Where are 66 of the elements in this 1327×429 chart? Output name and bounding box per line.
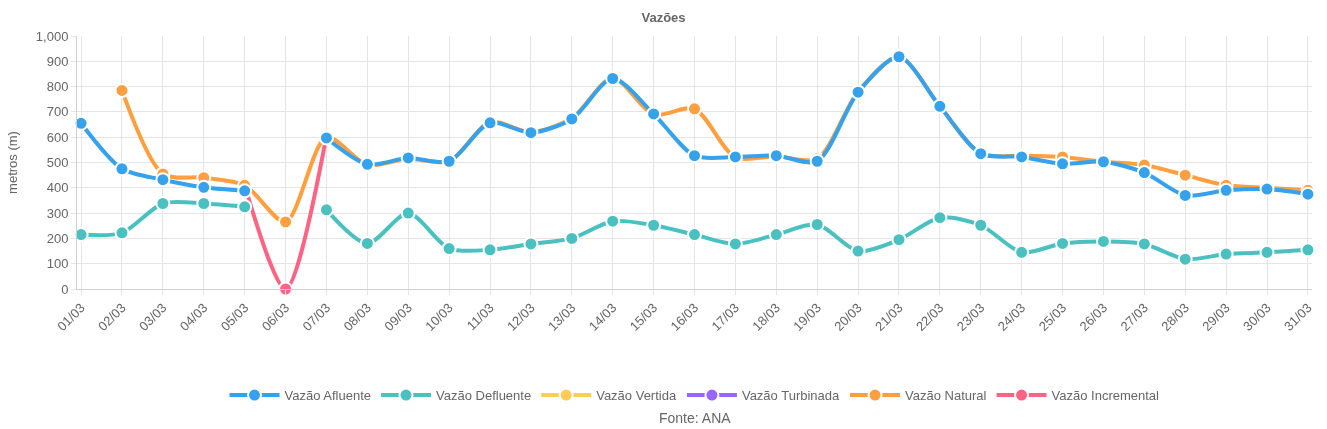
point [114, 225, 130, 241]
point [1177, 167, 1193, 183]
y-tick-label: 600 [46, 129, 69, 145]
legend-label: Vazão Natural [905, 388, 987, 404]
legend-label: Vazão Vertida [596, 388, 677, 404]
point [1136, 236, 1152, 252]
point [278, 214, 294, 230]
point [1300, 186, 1316, 202]
point [278, 281, 294, 297]
point [1259, 244, 1275, 260]
y-tick-label: 0 [61, 281, 69, 297]
point [564, 230, 580, 246]
point [891, 232, 907, 248]
point [155, 195, 171, 211]
point [1218, 182, 1234, 198]
point [441, 241, 457, 257]
point [687, 148, 702, 164]
y-tick-label: 700 [46, 104, 69, 120]
point [73, 115, 89, 131]
point [318, 202, 334, 218]
legend-label: Vazão Incremental [1051, 388, 1160, 404]
point [727, 236, 743, 252]
point [1055, 156, 1071, 172]
source-note: Fonte: ANA [659, 410, 732, 426]
point [523, 236, 539, 252]
point [1177, 251, 1193, 267]
point [973, 217, 989, 233]
point [196, 195, 212, 211]
point [155, 172, 171, 188]
y-tick-label: 900 [46, 53, 69, 69]
point [114, 82, 130, 98]
point [687, 101, 702, 117]
point [237, 199, 253, 215]
point [400, 205, 416, 221]
point [1055, 235, 1071, 251]
point [1300, 242, 1316, 258]
point [359, 235, 375, 251]
point [1014, 244, 1030, 260]
legend-label: Vazão Turbinada [741, 388, 841, 404]
y-tick-label: 800 [46, 79, 69, 95]
y-axis-title: metros (m) [4, 131, 20, 194]
point [646, 217, 662, 233]
point [1095, 233, 1111, 249]
point [73, 227, 89, 243]
y-tick-label: 200 [46, 230, 69, 246]
legend-label: Vazão Afluente [284, 388, 371, 404]
point [1218, 246, 1234, 262]
point [687, 227, 702, 243]
point [605, 213, 621, 229]
chart-title: Vazões [641, 9, 686, 25]
point [1136, 165, 1152, 181]
point [237, 183, 253, 199]
point [768, 227, 784, 243]
point [114, 161, 130, 177]
y-tick-label: 300 [46, 205, 69, 221]
y-tick-label: 500 [46, 155, 69, 171]
point [932, 210, 948, 226]
point [1177, 187, 1193, 203]
point [196, 179, 212, 195]
y-tick-label: 1,000 [35, 28, 69, 44]
y-tick-label: 400 [46, 180, 69, 196]
point [482, 242, 498, 258]
point [850, 243, 866, 259]
y-tick-label: 100 [46, 256, 69, 272]
legend-label: Vazão Defluente [436, 388, 532, 404]
point [809, 216, 825, 232]
